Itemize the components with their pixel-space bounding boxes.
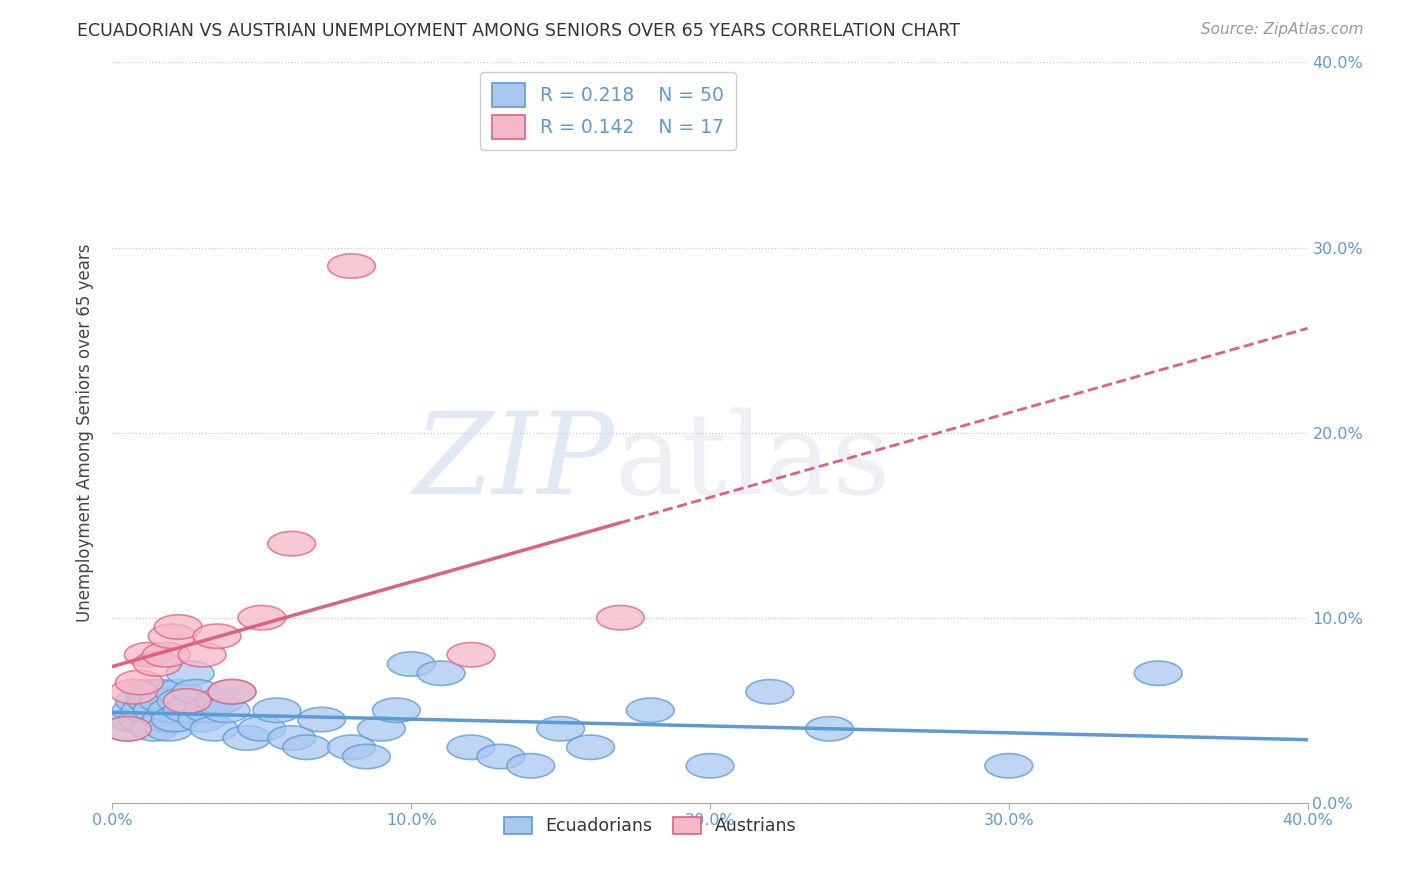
- Text: atlas: atlas: [614, 407, 891, 517]
- Legend: Ecuadorians, Austrians: Ecuadorians, Austrians: [496, 810, 804, 842]
- Y-axis label: Unemployment Among Seniors over 65 years: Unemployment Among Seniors over 65 years: [76, 244, 94, 622]
- Text: Source: ZipAtlas.com: Source: ZipAtlas.com: [1201, 22, 1364, 37]
- Text: ZIP: ZIP: [413, 407, 614, 517]
- Text: ECUADORIAN VS AUSTRIAN UNEMPLOYMENT AMONG SENIORS OVER 65 YEARS CORRELATION CHAR: ECUADORIAN VS AUSTRIAN UNEMPLOYMENT AMON…: [77, 22, 960, 40]
